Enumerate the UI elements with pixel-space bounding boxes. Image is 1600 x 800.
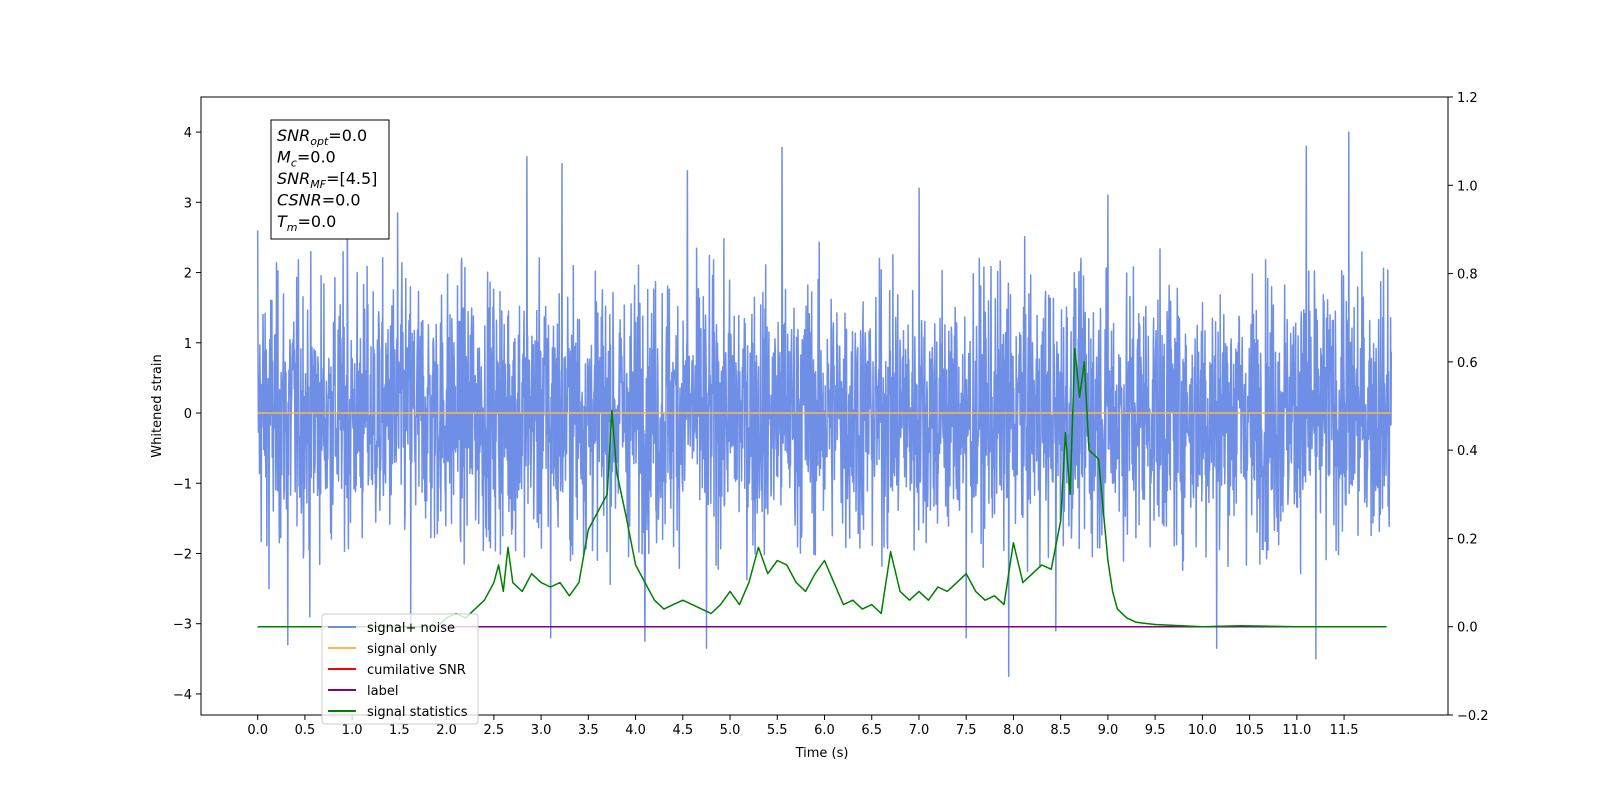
x-tick-label: 3.0 [531, 723, 552, 738]
x-tick-label: 7.0 [909, 723, 930, 738]
signal-noise-series [256, 131, 1393, 678]
x-axis-label: Time (s) [795, 746, 849, 761]
x-tick-label: 8.5 [1050, 723, 1071, 738]
y-left-tick-label: 4 [184, 126, 192, 141]
x-tick-label: 10.0 [1188, 723, 1217, 738]
y-right-tick-label: 0.0 [1457, 621, 1478, 636]
y-right-tick-label: 1.0 [1457, 179, 1478, 194]
x-tick-label: 10.5 [1235, 723, 1264, 738]
y-left-tick-label: −2 [173, 547, 192, 562]
y-left-tick-label: 0 [184, 407, 192, 422]
legend-signal-noise-text: signal+ noise [367, 621, 455, 636]
legend-signal-only-text: signal only [367, 642, 437, 657]
y-right-tick-label: 0.6 [1457, 356, 1478, 371]
y-right-tick-label: 0.4 [1457, 444, 1478, 459]
x-tick-label: 5.5 [767, 723, 788, 738]
y-right-tick-label: −0.2 [1457, 709, 1489, 724]
x-tick-label: 6.0 [814, 723, 835, 738]
y-left-tick-label: 1 [184, 337, 192, 352]
x-tick-label: 4.0 [625, 723, 646, 738]
x-tick-label: 11.0 [1282, 723, 1311, 738]
info-box-line: Tm=0.0 [277, 212, 336, 234]
y-left-tick-label: 2 [184, 267, 192, 282]
info-box-line: SNRopt=0.0 [277, 126, 367, 148]
y-axis-right: −0.2 0.0 0.2 0.4 0.6 0.8 1.0 1.2 [1448, 91, 1489, 724]
x-tick-label: 5.0 [720, 723, 741, 738]
y-axis-label: Whitened strain [150, 354, 165, 457]
legend-frame [321, 613, 479, 725]
x-tick-label: 0.0 [247, 723, 268, 738]
y-right-tick-label: 0.2 [1457, 532, 1478, 547]
y-axis-left: −4 −3 −2 −1 0 1 2 3 4 [173, 126, 201, 703]
y-left-tick-label: −4 [173, 688, 192, 703]
x-tick-label: 1.5 [389, 723, 410, 738]
x-tick-label: 11.5 [1330, 723, 1359, 738]
x-tick-label: 7.5 [956, 723, 977, 738]
signal-statistics-line [257, 347, 1387, 628]
legend: signal+ noise signal only cumilative SNR la… [321, 613, 479, 725]
y-right-tick-label: 0.8 [1457, 268, 1478, 283]
y-left-tick-label: −3 [173, 618, 192, 633]
x-tick-label: 2.0 [436, 723, 457, 738]
x-tick-label: 4.5 [672, 723, 693, 738]
x-tick-label: 9.5 [1145, 723, 1166, 738]
y-left-tick-label: 3 [184, 196, 192, 211]
x-tick-label: 6.5 [861, 723, 882, 738]
x-tick-label: 9.0 [1098, 723, 1119, 738]
x-tick-label: 2.5 [484, 723, 505, 738]
info-box-frame [270, 119, 390, 240]
legend-signal-statistics-text: signal statistics [367, 705, 468, 720]
legend-label-text: label [367, 684, 398, 699]
info-box-line: Mc=0.0 [277, 148, 336, 170]
info-box-line: CSNR=0.0 [277, 191, 361, 210]
y-left-tick-label: −1 [173, 477, 192, 492]
x-tick-label: 1.0 [342, 723, 363, 738]
x-tick-label: 8.0 [1003, 723, 1024, 738]
signal-noise-line [256, 131, 1393, 678]
legend-cumulative-snr-text: cumilative SNR [367, 663, 466, 678]
x-axis: 0.0 0.5 1.0 1.5 2.0 2.5 3.0 3.5 4.0 4.5 5.0 5.5 6.0 6… [247, 715, 1359, 738]
info-box-line: SNRMF=[4.5] [277, 169, 377, 191]
x-tick-label: 3.5 [578, 723, 599, 738]
y-right-tick-label: 1.2 [1457, 91, 1478, 106]
x-tick-label: 0.5 [295, 723, 316, 738]
